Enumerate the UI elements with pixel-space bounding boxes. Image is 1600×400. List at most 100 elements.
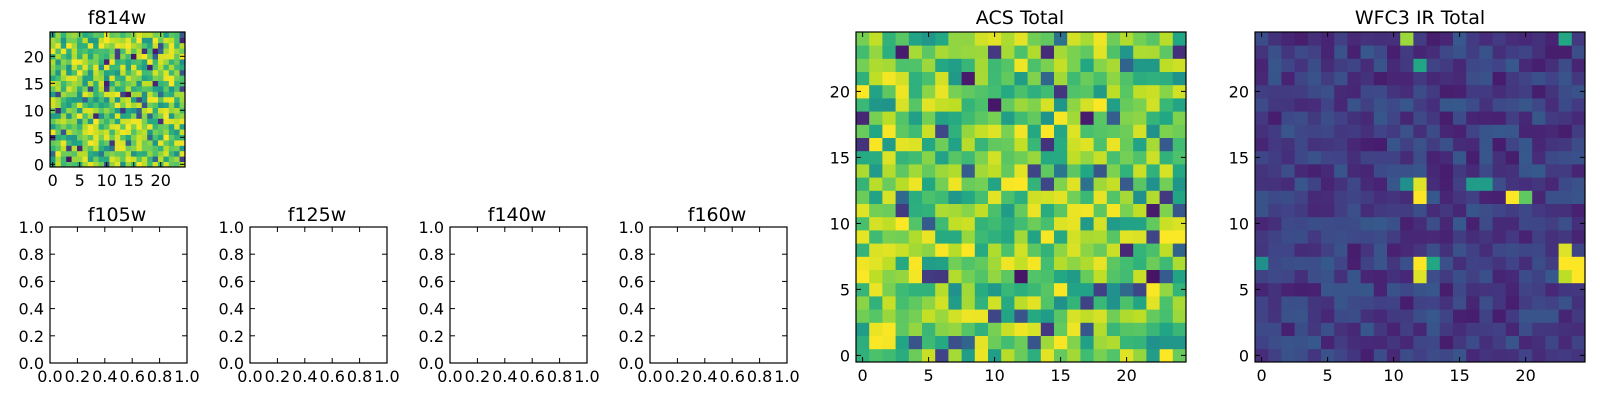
heatmap-cell — [1268, 164, 1282, 178]
heatmap-cell — [71, 37, 78, 44]
heatmap-cell — [1505, 45, 1520, 59]
heatmap-cell — [93, 96, 99, 103]
heatmap-cell — [1054, 282, 1068, 297]
heatmap-cell — [1558, 203, 1573, 218]
heatmap-cell — [1439, 111, 1454, 125]
heatmap-cell — [152, 64, 159, 71]
heatmap-cell — [1321, 98, 1335, 112]
heatmap-cell — [1400, 32, 1414, 46]
heatmap-cell — [1172, 71, 1187, 86]
heatmap-cell — [82, 69, 89, 76]
heatmap-cell — [1040, 177, 1055, 191]
heatmap-cell — [93, 75, 99, 81]
y-tick-label: 5 — [840, 280, 850, 299]
heatmap-cell — [935, 124, 949, 138]
heatmap-cell — [141, 75, 148, 81]
heatmap-cell — [1120, 164, 1134, 178]
heatmap-cell — [1334, 296, 1348, 310]
heatmap-cell — [1172, 309, 1187, 323]
heatmap-cell — [1001, 84, 1015, 99]
heatmap-cell — [856, 335, 870, 350]
heatmap-cell — [1106, 256, 1121, 270]
heatmap-cell — [1373, 150, 1388, 165]
heatmap-cell — [55, 107, 62, 114]
heatmap-cell — [869, 150, 883, 165]
heatmap-cell — [174, 161, 180, 168]
heatmap-cell — [1505, 124, 1520, 138]
heatmap-cell — [1080, 348, 1094, 363]
heatmap-cell — [895, 348, 910, 363]
panel-title-acs-total: ACS Total — [976, 7, 1064, 29]
heatmap-cell — [109, 129, 116, 135]
heatmap-cell — [1426, 309, 1441, 323]
heatmap-cell — [1172, 45, 1187, 59]
heatmap-cell — [66, 86, 72, 92]
heatmap-cell — [1505, 111, 1520, 125]
panel-title-wfc3-ir-total: WFC3 IR Total — [1355, 7, 1485, 29]
heatmap-cell — [60, 80, 67, 87]
heatmap-cell — [1067, 230, 1081, 244]
heatmap-cell — [163, 161, 170, 168]
heatmap-cell — [77, 91, 83, 98]
heatmap-cell — [60, 32, 67, 38]
heatmap-cell — [131, 150, 137, 157]
heatmap-cell — [1307, 84, 1322, 99]
heatmap-cell — [50, 59, 56, 65]
heatmap-cell — [1426, 256, 1441, 270]
heatmap-cell — [120, 42, 126, 49]
heatmap-cell — [50, 69, 56, 76]
heatmap-cell — [109, 102, 116, 108]
heatmap-cell — [1505, 269, 1520, 284]
y-tick-label: 0.0 — [219, 354, 244, 373]
heatmap-cell — [1479, 32, 1493, 46]
heatmap-cell — [1413, 256, 1427, 270]
heatmap-cell — [1307, 190, 1322, 204]
heatmap-cell — [66, 80, 72, 87]
heatmap-cell — [1106, 190, 1121, 204]
heatmap-cell — [1014, 309, 1028, 323]
heatmap-cell — [1505, 150, 1520, 165]
heatmap-cell — [114, 91, 121, 98]
heatmap-cell — [55, 134, 62, 141]
heatmap-cell — [1334, 309, 1348, 323]
heatmap-cell — [141, 59, 148, 65]
heatmap-cell — [1172, 335, 1187, 350]
heatmap-cell — [1466, 177, 1480, 191]
heatmap-cell — [1519, 243, 1533, 257]
heatmap-cell — [1014, 111, 1028, 125]
heatmap-cell — [131, 64, 137, 71]
heatmap-cell — [1080, 309, 1094, 323]
y-tick-label: 0.0 — [19, 354, 44, 373]
heatmap-cell — [1519, 164, 1533, 178]
heatmap-cell — [1373, 335, 1388, 350]
heatmap-cell — [1479, 190, 1493, 204]
heatmap-cell — [1545, 164, 1559, 178]
heatmap-cell — [109, 150, 116, 157]
heatmap-cell — [98, 69, 105, 76]
panel-title-f160w: f160w — [688, 204, 747, 226]
heatmap-cell — [935, 335, 949, 350]
heatmap-cell — [125, 150, 132, 157]
heatmap-cell — [1146, 98, 1160, 112]
heatmap-cell — [974, 111, 989, 125]
heatmap-cell — [179, 113, 186, 119]
heatmap-cell — [120, 48, 126, 54]
heatmap-cell — [869, 309, 883, 323]
heatmap-cell — [71, 102, 78, 108]
heatmap-cell — [50, 37, 56, 44]
heatmap-cell — [1067, 309, 1081, 323]
heatmap-cell — [1255, 296, 1269, 310]
heatmap-cell — [1133, 45, 1147, 59]
heatmap-cell — [1106, 111, 1121, 125]
heatmap-cell — [87, 32, 94, 38]
heatmap-cell — [974, 322, 989, 336]
heatmap-cell — [163, 118, 170, 125]
heatmap-cell — [1080, 282, 1094, 297]
heatmap-cell — [856, 124, 870, 138]
heatmap-cell — [174, 150, 180, 157]
heatmap-cell — [66, 32, 72, 38]
heatmap-cell — [1067, 124, 1081, 138]
heatmap-cell — [1067, 348, 1081, 363]
heatmap-cell — [1492, 322, 1507, 336]
